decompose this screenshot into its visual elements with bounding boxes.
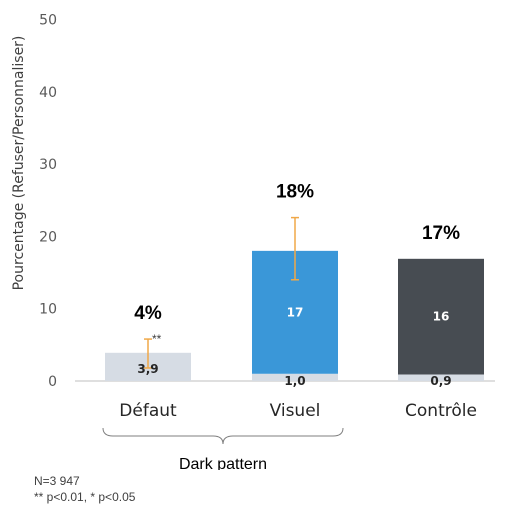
bar-total-label: 17%	[422, 223, 460, 244]
group-label: Dark pattern	[179, 456, 267, 470]
segment-label: 0,9	[430, 374, 451, 388]
error-bar	[291, 216, 299, 281]
bar-base-segment	[398, 374, 484, 381]
segment-label: 16	[433, 310, 450, 324]
error-bars: **	[144, 216, 299, 369]
y-axis: 0 10 20 30 40 50	[39, 13, 57, 391]
y-tick-label: 40	[39, 85, 57, 101]
bar-total-label: 4%	[134, 303, 162, 324]
bar-chart: 0 10 20 30 40 50 Pourcentage (Refuser/Personn…	[11, 13, 495, 470]
segment-label: 3,9	[137, 362, 158, 376]
y-tick-label: 10	[39, 302, 57, 318]
y-axis-label: Pourcentage (Refuser/Personnaliser)	[11, 36, 27, 291]
bar-labels: 3,9 4% Défaut 17 1,0 18% Visuel 16 0,9 17% Contrôl…	[119, 182, 477, 421]
segment-label: 17	[287, 305, 304, 319]
bar-upper-segment	[398, 258, 484, 375]
segment-label: 1,0	[284, 374, 305, 388]
y-tick-label: 50	[39, 13, 57, 29]
y-tick-label: 20	[39, 229, 57, 245]
x-tick-label: Contrôle	[405, 401, 477, 421]
x-tick-label: Défaut	[119, 401, 177, 421]
bar-base-segment	[252, 373, 338, 381]
y-tick-label: 0	[48, 374, 57, 390]
significance-marker: **	[152, 332, 162, 346]
dark-pattern-bracket	[102, 427, 344, 445]
bar-total-label: 18%	[276, 182, 314, 203]
significance-note: ** p<0.01, * p<0.05	[34, 490, 136, 504]
y-tick-label: 30	[39, 157, 57, 173]
sample-size-note: N=3 947	[34, 474, 80, 488]
error-bar	[144, 338, 152, 369]
x-tick-label: Visuel	[270, 401, 321, 421]
